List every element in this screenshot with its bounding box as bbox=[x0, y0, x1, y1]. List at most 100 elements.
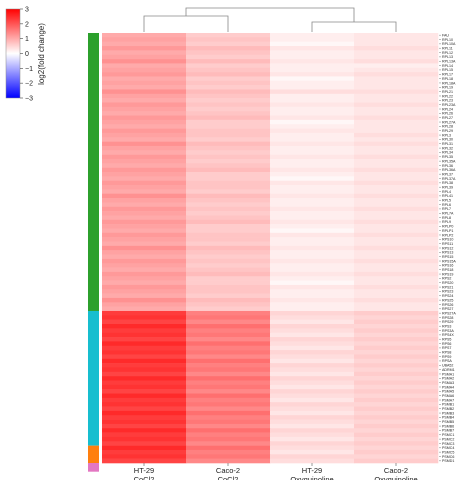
heatmap-cell bbox=[354, 358, 439, 364]
heatmap-cell bbox=[354, 397, 439, 403]
heatmap-cell bbox=[186, 89, 271, 95]
heatmap-cell bbox=[186, 393, 271, 399]
row-label: RPL35A bbox=[442, 159, 456, 163]
heatmap-cell bbox=[270, 354, 355, 360]
heatmap-cell bbox=[186, 341, 271, 347]
heatmap-cell bbox=[354, 376, 439, 381]
row-label: RPL34 bbox=[442, 151, 453, 155]
row-label: RPL19 bbox=[442, 86, 453, 90]
heatmap-cell bbox=[102, 72, 187, 77]
heatmap-cell bbox=[102, 371, 187, 377]
heatmap-cell bbox=[354, 72, 439, 77]
colorbar-tick-label: 0 bbox=[25, 51, 29, 58]
heatmap-cell bbox=[102, 406, 187, 412]
heatmap-cell bbox=[186, 98, 271, 103]
heatmap-cell bbox=[102, 245, 187, 251]
heatmap-cell bbox=[102, 458, 187, 464]
heatmap-cell bbox=[186, 245, 271, 251]
heatmap-cell bbox=[186, 345, 271, 351]
heatmap-cell bbox=[354, 219, 439, 225]
heatmap-cell bbox=[354, 363, 439, 368]
colorbar-ticks: 3 2 1 0 −1 −2 −3 bbox=[20, 7, 33, 103]
heatmap-cell bbox=[270, 111, 355, 116]
heatmap-cell bbox=[270, 93, 355, 99]
heatmap-cell bbox=[270, 67, 355, 73]
row-group-block bbox=[88, 463, 99, 472]
heatmap-cell bbox=[270, 289, 355, 294]
heatmap-cell bbox=[270, 319, 355, 325]
heatmap-cell bbox=[270, 171, 355, 177]
row-label: PSMC1 bbox=[442, 433, 454, 437]
heatmap-cell bbox=[270, 402, 355, 407]
heatmap-cell bbox=[270, 436, 355, 442]
heatmap-cell bbox=[186, 315, 271, 320]
heatmap-cell bbox=[270, 258, 355, 264]
heatmap-cell bbox=[270, 50, 355, 56]
row-label: RPS3A bbox=[442, 329, 454, 333]
heatmap-cell bbox=[186, 224, 271, 229]
heatmap-cell bbox=[186, 384, 271, 390]
heatmap-cell bbox=[186, 124, 271, 129]
heatmap-cell bbox=[270, 293, 355, 299]
heatmap-cell bbox=[102, 271, 187, 277]
colorbar-tick-label: −2 bbox=[25, 81, 33, 88]
heatmap-cell bbox=[354, 76, 439, 82]
heatmap-cell bbox=[354, 185, 439, 190]
row-labels: FAURPL10RPL10ARPL11RPL12RPL13RPL13ARPL14… bbox=[439, 33, 456, 463]
row-label: PSMC5 bbox=[442, 450, 454, 454]
heatmap-cell bbox=[102, 176, 187, 181]
heatmap-cell bbox=[270, 458, 355, 464]
heatmap-cell bbox=[354, 111, 439, 116]
colorbar-tick-label: 3 bbox=[25, 7, 29, 14]
heatmap-cell bbox=[270, 98, 355, 103]
heatmap-cell bbox=[354, 324, 439, 329]
row-label: RPS27A bbox=[442, 311, 456, 315]
heatmap-cell bbox=[270, 106, 355, 112]
row-label: RPL18A bbox=[442, 81, 456, 85]
heatmap-cell bbox=[270, 215, 355, 221]
heatmap-cell bbox=[186, 410, 271, 416]
heatmap-cell bbox=[354, 241, 439, 247]
heatmap-cell bbox=[102, 250, 187, 255]
heatmap-cell bbox=[102, 363, 187, 368]
row-label: PSMD1 bbox=[442, 459, 454, 463]
heatmap-cell bbox=[102, 193, 187, 199]
heatmap-cell bbox=[354, 432, 439, 438]
heatmap-cell bbox=[186, 423, 271, 429]
heatmap-cell bbox=[102, 37, 187, 42]
heatmap-cell bbox=[354, 284, 439, 290]
heatmap-cell bbox=[102, 106, 187, 112]
heatmap-cell bbox=[102, 284, 187, 290]
heatmap-cell bbox=[102, 167, 187, 173]
heatmap-cell bbox=[186, 415, 271, 420]
heatmap-cell bbox=[354, 154, 439, 160]
row-label: PSMA3 bbox=[442, 381, 454, 385]
row-label: RPS21 bbox=[442, 285, 453, 289]
heatmap-cell bbox=[186, 302, 271, 307]
heatmap-cell bbox=[270, 46, 355, 51]
heatmap-cell bbox=[186, 306, 271, 312]
heatmap-cell bbox=[102, 128, 187, 134]
heatmap-cell bbox=[354, 384, 439, 390]
row-label: RPS3 bbox=[442, 324, 451, 328]
heatmap-cell bbox=[270, 245, 355, 251]
heatmap-cell bbox=[354, 33, 439, 38]
row-label: RPS5 bbox=[442, 338, 451, 342]
heatmap-cell bbox=[270, 297, 355, 303]
dendrogram-branch bbox=[311, 21, 397, 32]
heatmap-cell bbox=[186, 432, 271, 438]
heatmap-cell bbox=[270, 63, 355, 69]
heatmap-cell bbox=[102, 98, 187, 103]
heatmap-cell bbox=[186, 93, 271, 99]
heatmap-cell bbox=[270, 198, 355, 203]
heatmap-cell bbox=[102, 428, 187, 433]
heatmap-cell bbox=[186, 198, 271, 203]
row-label: RPS10 bbox=[442, 238, 453, 242]
heatmap-cell bbox=[102, 297, 187, 303]
heatmap-cell bbox=[354, 176, 439, 181]
heatmap-cell bbox=[186, 63, 271, 69]
heatmap-cell bbox=[102, 267, 187, 273]
heatmap-cell bbox=[270, 445, 355, 451]
row-label: RPS7 bbox=[442, 346, 451, 350]
row-label: RPL30 bbox=[442, 138, 453, 142]
